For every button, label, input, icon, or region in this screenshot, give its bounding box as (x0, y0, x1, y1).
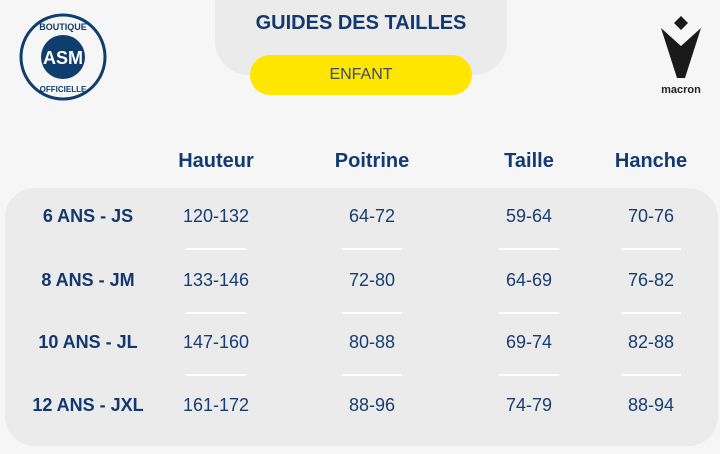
table-cell: 69-74 (505, 332, 553, 352)
column-header-taille: Taille (504, 150, 554, 172)
row-separator (621, 248, 681, 250)
row-label: 6 ANS - JS (42, 206, 134, 226)
table-cell: 161-172 (182, 395, 250, 415)
row-label: 8 ANS - JM (41, 270, 135, 290)
row-separator (342, 248, 402, 250)
table-cell: 88-94 (627, 395, 675, 415)
row-separator (621, 312, 681, 314)
row-separator (499, 374, 559, 376)
row-separator (499, 312, 559, 314)
size-table-panel (5, 188, 718, 446)
svg-text:OFFICIELLE: OFFICIELLE (40, 85, 87, 94)
row-separator (186, 312, 246, 314)
row-separator (342, 374, 402, 376)
table-cell: 74-79 (505, 395, 553, 415)
category-badge: ENFANT (250, 55, 472, 95)
asm-boutique-logo: ASM BOUTIQUE OFFICIELLE (18, 12, 108, 107)
table-cell: 133-146 (182, 270, 250, 290)
row-label: 12 ANS - JXL (32, 395, 144, 415)
table-cell: 80-88 (348, 332, 396, 352)
column-header-hauteur: Hauteur (178, 150, 254, 172)
row-separator (342, 312, 402, 314)
svg-text:ASM: ASM (43, 48, 83, 68)
row-separator (499, 248, 559, 250)
table-cell: 64-72 (348, 206, 396, 226)
row-separator (621, 374, 681, 376)
table-cell: 76-82 (627, 270, 675, 290)
row-separator (186, 248, 246, 250)
page-title: GUIDES DES TAILLES (255, 12, 467, 34)
table-cell: 88-96 (348, 395, 396, 415)
svg-text:BOUTIQUE: BOUTIQUE (39, 22, 87, 32)
column-header-hanche: Hanche (614, 150, 688, 172)
table-cell: 120-132 (182, 206, 250, 226)
row-label: 10 ANS - JL (38, 332, 138, 352)
table-cell: 64-69 (505, 270, 553, 290)
column-header-poitrine: Poitrine (334, 150, 410, 172)
table-cell: 70-76 (627, 206, 675, 226)
table-cell: 59-64 (505, 206, 553, 226)
table-cell: 147-160 (182, 332, 250, 352)
macron-logo: macron (650, 14, 712, 96)
table-cell: 72-80 (348, 270, 396, 290)
row-separator (186, 374, 246, 376)
table-cell: 82-88 (627, 332, 675, 352)
